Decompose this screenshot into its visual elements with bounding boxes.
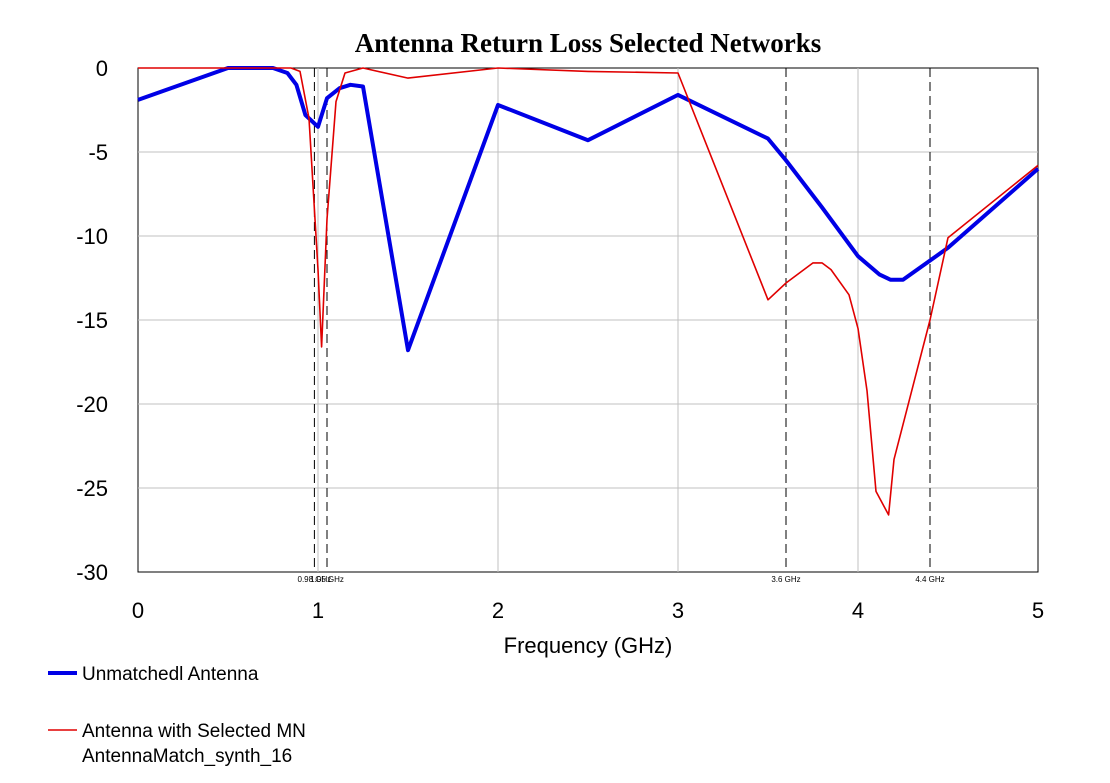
y-tick-labels: 0 -5 -10 -15 -20 -25 -30 [76, 56, 108, 585]
x-tick-label: 4 [852, 598, 864, 623]
legend-label: Antenna with Selected MN [82, 721, 306, 742]
y-tick-label: -30 [76, 560, 108, 585]
y-tick-label: -25 [76, 476, 108, 501]
x-axis-label: Frequency (GHz) [504, 633, 673, 658]
x-tick-label: 5 [1032, 598, 1044, 623]
matched-antenna-line [138, 67, 1039, 516]
x-tick-label: 0 [132, 598, 144, 623]
x-tick-label: 3 [672, 598, 684, 623]
marker-label: 4.4 GHz [915, 575, 944, 584]
y-tick-label: -15 [76, 308, 108, 333]
y-tick-label: -20 [76, 392, 108, 417]
unmatched-antenna-line [137, 66, 1040, 353]
legend: Unmatchedl Antenna Antenna with Selected … [48, 664, 306, 767]
y-tick-label: 0 [96, 56, 108, 81]
legend-label: Unmatchedl Antenna [82, 664, 259, 685]
x-tick-label: 1 [312, 598, 324, 623]
chart-title: Antenna Return Loss Selected Networks [355, 28, 821, 58]
grid-lines [138, 68, 1038, 572]
marker-label: 3.6 GHz [771, 575, 800, 584]
y-tick-label: -10 [76, 224, 108, 249]
y-tick-label: -5 [88, 140, 108, 165]
data-series [137, 66, 1040, 516]
x-tick-labels: 0 1 2 3 4 5 [132, 598, 1044, 623]
legend-label: AntennaMatch_synth_16 [82, 746, 292, 767]
marker-label: 1.05 GHz [310, 575, 344, 584]
x-tick-label: 2 [492, 598, 504, 623]
marker-label: 0.98 GHz [298, 575, 332, 584]
